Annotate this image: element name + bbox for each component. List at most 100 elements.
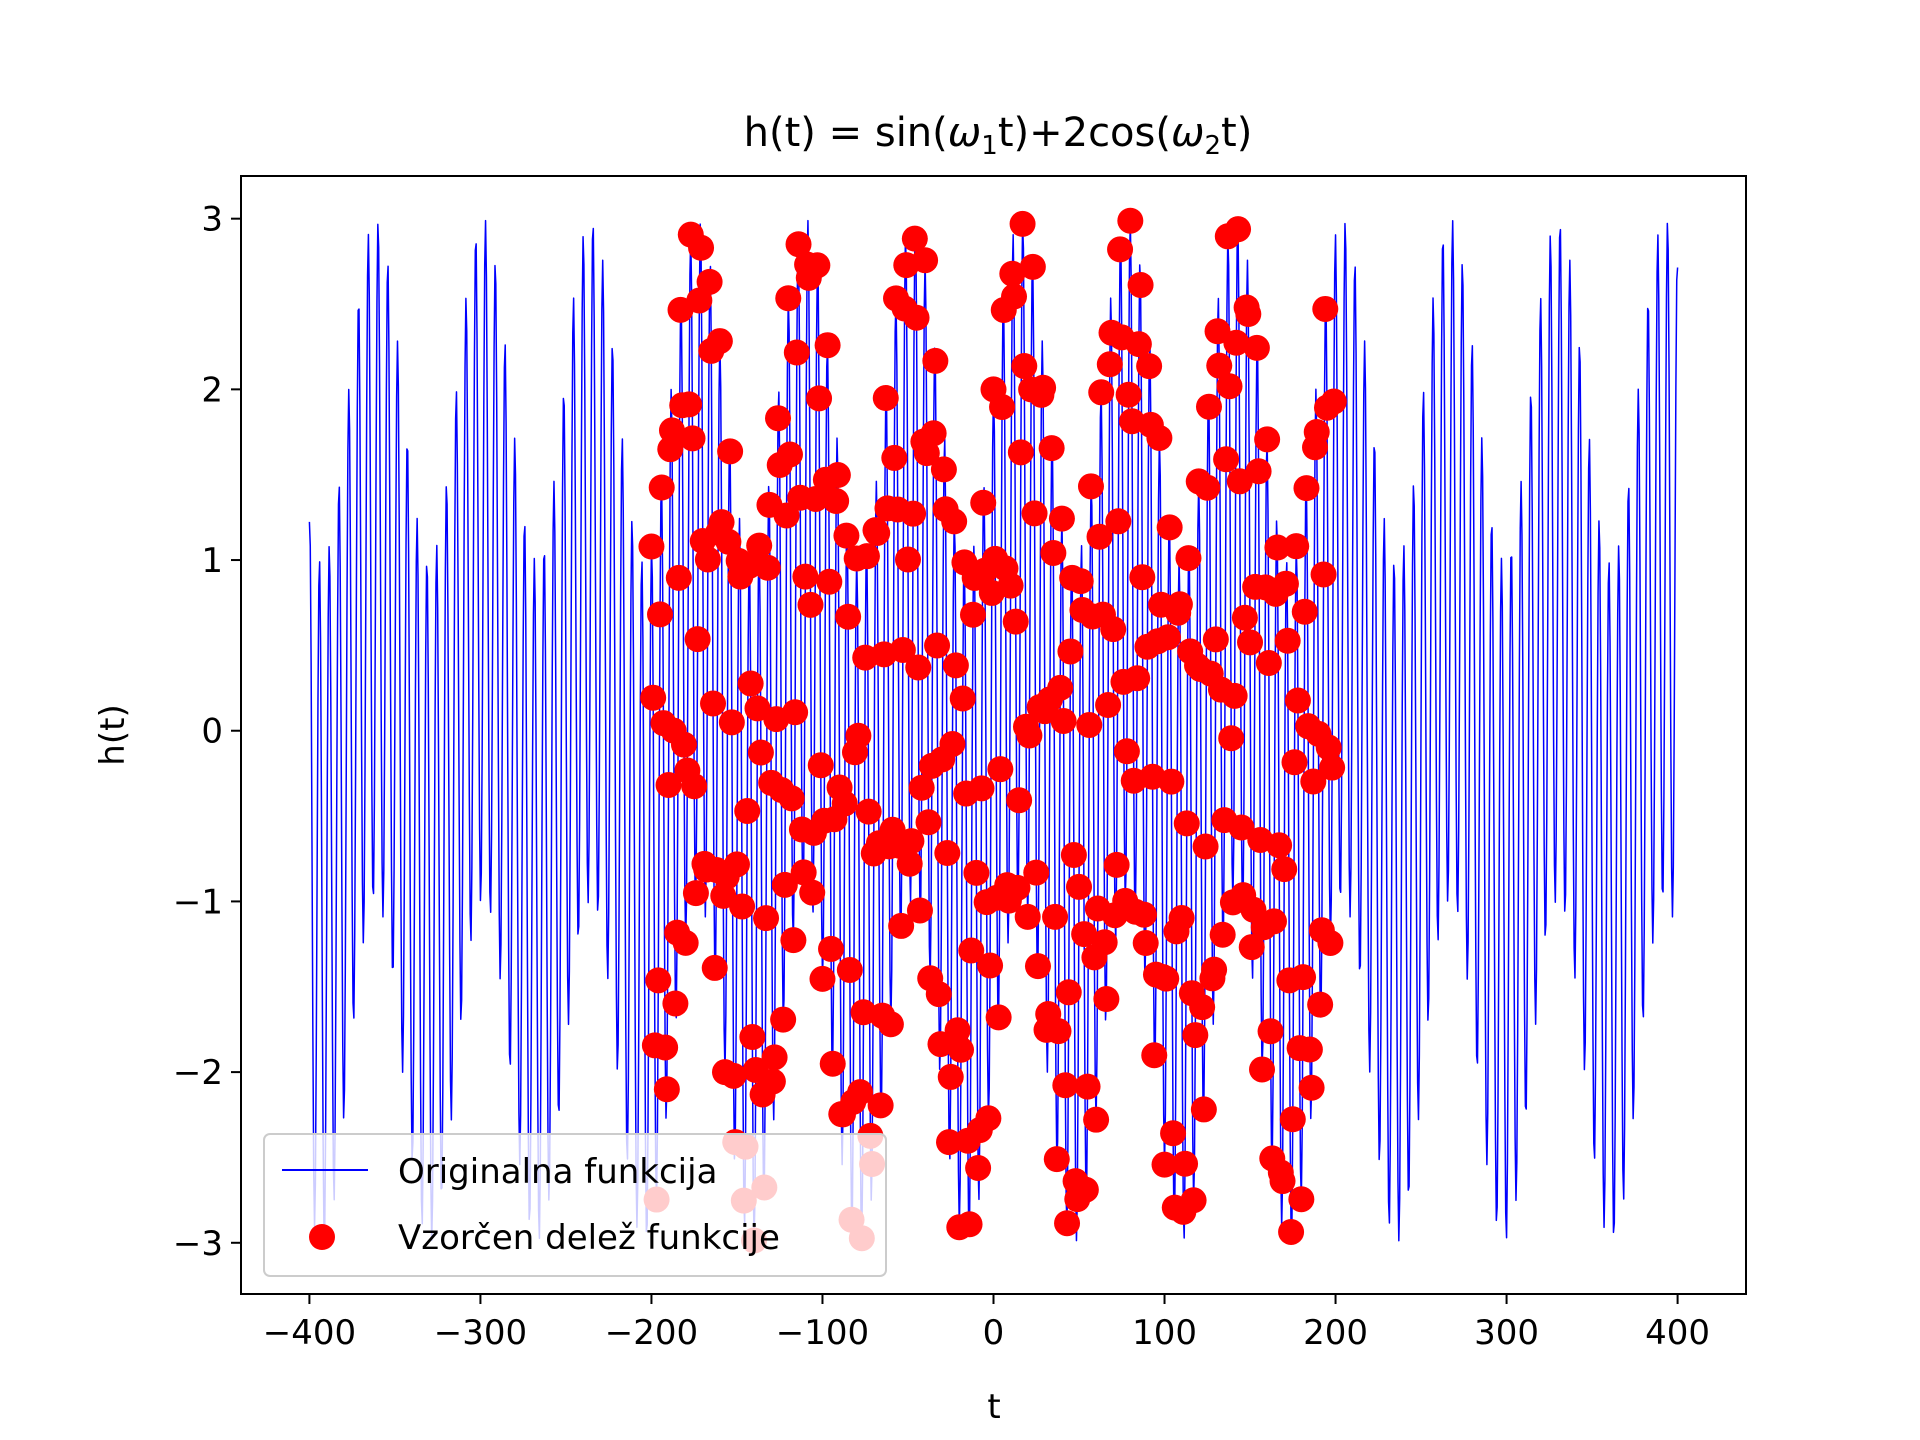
- sample-point: [1040, 539, 1067, 566]
- sample-point: [959, 601, 986, 628]
- sample-point: [670, 731, 697, 758]
- sample-point: [867, 1092, 894, 1119]
- x-axis-label: t: [987, 1387, 1000, 1427]
- sample-point: [735, 553, 762, 580]
- sample-point: [1317, 929, 1344, 956]
- sample-point: [1042, 903, 1069, 930]
- sample-point: [1228, 814, 1255, 841]
- sample-point: [1319, 754, 1346, 781]
- sample-point: [1011, 353, 1038, 380]
- sample-point: [901, 225, 928, 252]
- sample-point: [942, 652, 969, 679]
- sample-point: [1136, 353, 1163, 380]
- sample-point: [672, 929, 699, 956]
- sample-point: [1189, 994, 1216, 1021]
- sample-point: [1103, 851, 1130, 878]
- sample-point: [1091, 929, 1118, 956]
- sample-point: [647, 601, 674, 628]
- sample-point: [1290, 964, 1317, 991]
- sample-point: [701, 954, 728, 981]
- sample-point: [655, 771, 682, 798]
- sample-point: [977, 952, 1004, 979]
- sample-point: [824, 462, 851, 489]
- sample-point: [924, 632, 951, 659]
- sample-point: [1279, 1106, 1306, 1133]
- sample-point: [1023, 859, 1050, 886]
- sample-point: [1274, 627, 1301, 654]
- sample-point: [1048, 505, 1075, 532]
- sample-point: [708, 509, 735, 536]
- y-axis: −3 −2 −1 0 1 2 3: [173, 200, 241, 1264]
- sample-point: [836, 956, 863, 983]
- y-tick-label: 1: [201, 541, 223, 581]
- sample-point: [1009, 210, 1036, 237]
- sample-point: [1129, 564, 1156, 591]
- sample-point: [1086, 523, 1113, 550]
- sample-point: [1269, 1168, 1296, 1195]
- sample-point: [913, 440, 940, 467]
- sample-point: [1021, 500, 1048, 527]
- sample-point: [717, 438, 744, 465]
- sample-point: [1180, 1187, 1207, 1214]
- sample-point: [780, 927, 807, 954]
- sample-point: [1192, 833, 1219, 860]
- sample-point: [1303, 418, 1330, 445]
- x-tick-label: 100: [1132, 1313, 1197, 1353]
- sample-point: [930, 456, 957, 483]
- sample-point: [1231, 604, 1258, 631]
- sample-point: [776, 441, 803, 468]
- sample-point: [941, 508, 968, 535]
- sample-point: [948, 1036, 975, 1063]
- sample-point: [1131, 901, 1157, 928]
- sample-point: [814, 332, 841, 359]
- sample-point: [1113, 738, 1140, 765]
- sample-point: [889, 636, 916, 663]
- legend-box: [263, 1133, 887, 1277]
- sample-point: [782, 699, 809, 726]
- sample-point: [819, 1050, 846, 1077]
- sample-point: [877, 1011, 904, 1038]
- sample-point: [1284, 687, 1311, 714]
- x-tick-label: −200: [605, 1313, 698, 1353]
- sample-point: [1283, 533, 1310, 560]
- sample-point: [903, 304, 930, 331]
- sample-point: [1043, 1146, 1070, 1173]
- sample-point: [1190, 1096, 1217, 1123]
- sample-point: [723, 851, 750, 878]
- sample-point: [1201, 956, 1228, 983]
- sample-point: [1007, 439, 1034, 466]
- sample-point: [1206, 352, 1233, 379]
- sample-point: [1223, 329, 1250, 356]
- sample-point: [831, 790, 858, 817]
- legend-label-sampled: Vzorčen delež funkcije: [398, 1218, 780, 1258]
- sample-point: [985, 1004, 1012, 1031]
- sample-point: [706, 328, 733, 355]
- sample-point: [1209, 921, 1236, 948]
- sample-point: [653, 1076, 680, 1103]
- sample-point: [1093, 986, 1120, 1012]
- sample-point: [1175, 545, 1202, 572]
- sample-point: [949, 685, 976, 712]
- sample-point: [1271, 856, 1298, 883]
- sample-point: [1278, 1218, 1305, 1245]
- sample-point: [965, 1154, 992, 1181]
- sample-point: [645, 967, 672, 994]
- sample-point: [700, 690, 727, 717]
- y-tick-label: 2: [201, 370, 223, 410]
- x-tick-label: 200: [1303, 1313, 1368, 1353]
- sample-point: [1060, 842, 1087, 869]
- sample-point: [1264, 534, 1291, 561]
- sample-point: [688, 234, 715, 261]
- sample-point: [809, 965, 836, 992]
- sample-point: [1067, 568, 1094, 595]
- sample-point: [1004, 874, 1031, 901]
- sample-point: [652, 1034, 679, 1061]
- plot-area: [308, 207, 1679, 1254]
- sample-point: [1001, 283, 1028, 310]
- sample-point: [1083, 1106, 1110, 1133]
- sample-point: [1057, 638, 1084, 665]
- legend-label-original: Originalna funkcija: [398, 1152, 717, 1192]
- sample-point: [1117, 207, 1144, 234]
- sample-point: [922, 347, 949, 374]
